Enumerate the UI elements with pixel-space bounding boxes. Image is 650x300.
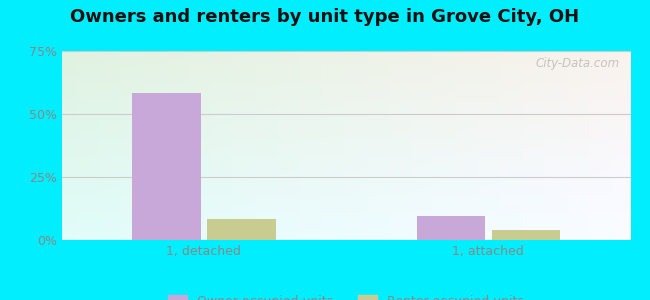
Bar bbox=[417, 216, 485, 240]
Bar bbox=[133, 93, 200, 240]
Bar bbox=[492, 230, 560, 240]
Legend: Owner occupied units, Renter occupied units: Owner occupied units, Renter occupied un… bbox=[163, 290, 529, 300]
Bar bbox=[207, 219, 276, 240]
Text: City-Data.com: City-Data.com bbox=[535, 57, 619, 70]
Text: Owners and renters by unit type in Grove City, OH: Owners and renters by unit type in Grove… bbox=[70, 8, 580, 26]
